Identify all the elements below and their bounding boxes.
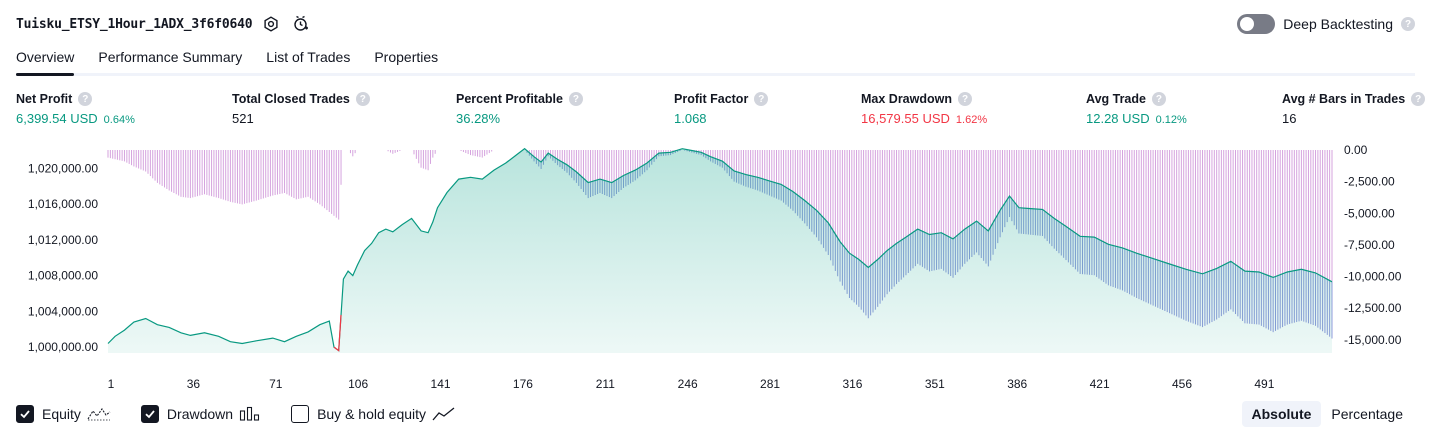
info-icon[interactable]: ? — [1151, 92, 1166, 106]
info-icon[interactable]: ? — [355, 92, 370, 106]
left-axis-tick-label: 1,012,000.00 — [28, 233, 98, 247]
info-icon[interactable]: ? — [754, 92, 769, 106]
legend-equity-label: Equity — [42, 406, 81, 422]
equity-checkbox[interactable] — [16, 405, 34, 423]
check-icon — [145, 410, 155, 419]
stat-percent: 0.12% — [1155, 114, 1187, 126]
left-axis-tick-label: 1,004,000.00 — [28, 304, 98, 318]
stat-label: Max Drawdown — [861, 92, 952, 106]
stat-total-closed-trades: Total Closed Trades? 521 — [232, 92, 370, 126]
right-axis-tick-label: -2,500.00 — [1344, 175, 1395, 189]
source-code-icon[interactable] — [290, 13, 312, 35]
info-icon[interactable]: ? — [78, 92, 93, 106]
right-axis-tick-label: -15,000.00 — [1344, 333, 1402, 347]
deep-backtesting-control: Deep Backtesting ? — [1237, 12, 1415, 36]
legend-drawdown[interactable]: Drawdown — [140, 405, 261, 423]
stat-label: Avg # Bars in Trades — [1282, 92, 1406, 106]
right-axis-tick-label: -12,500.00 — [1344, 301, 1402, 315]
equity-line — [107, 147, 1333, 352]
stat-avg-bars-in-trades: Avg # Bars in Trades? 16 — [1282, 92, 1426, 126]
x-axis-tick-label: 386 — [1007, 377, 1027, 391]
value-mode-switch: Absolute Percentage — [1241, 401, 1414, 427]
stat-value: 16 — [1282, 111, 1297, 126]
strategy-title: Tuisku_ETSY_1Hour_1ADX_3f6f0640 — [16, 16, 253, 32]
stat-profit-factor: Profit Factor? 1.068 — [674, 92, 769, 126]
right-axis-tick-label: -10,000.00 — [1344, 270, 1402, 284]
stat-value: 521 — [232, 111, 254, 126]
left-axis-tick-label: 1,008,000.00 — [28, 269, 98, 283]
deep-backtesting-toggle[interactable] — [1237, 14, 1276, 34]
chart-legend: Equity Drawdown Buy & hold equity — [16, 403, 486, 425]
stat-net-profit: Net Profit? 6,399.54 USD 0.64% — [16, 92, 135, 126]
x-axis-tick-label: 281 — [760, 377, 780, 391]
stats-row: Net Profit? 6,399.54 USD 0.64% Total Clos… — [16, 92, 1426, 132]
stat-percent-profitable: Percent Profitable? 36.28% — [456, 92, 583, 126]
stat-label: Net Profit — [16, 92, 73, 106]
x-axis-tick-label: 176 — [513, 377, 533, 391]
drawdown-checkbox[interactable] — [140, 405, 159, 423]
x-axis-tick-label: 106 — [348, 377, 368, 391]
stat-label: Percent Profitable — [456, 92, 563, 106]
equity-line-icon — [87, 406, 111, 422]
x-axis-tick-label: 36 — [187, 377, 201, 391]
stat-value: 16,579.55 USD — [861, 111, 950, 126]
tab-list-of-trades[interactable]: List of Trades — [266, 49, 351, 65]
report-tabs: Overview Performance Summary List of Tra… — [16, 44, 1415, 76]
settings-icon[interactable] — [260, 13, 282, 35]
tab-overview[interactable]: Overview — [16, 44, 75, 76]
x-axis-tick-label: 456 — [1172, 377, 1192, 391]
x-axis-tick-label: 211 — [596, 377, 615, 391]
right-axis-tick-label: -5,000.00 — [1344, 206, 1395, 220]
stat-value: 12.28 USD — [1086, 111, 1150, 126]
legend-drawdown-label: Drawdown — [166, 406, 234, 422]
percentage-button[interactable]: Percentage — [1331, 406, 1403, 422]
info-icon[interactable]: ? — [1411, 92, 1426, 106]
stat-label: Total Closed Trades — [232, 92, 350, 106]
x-axis-tick-label: 316 — [842, 377, 862, 391]
x-axis-tick-label: 1 — [108, 377, 115, 391]
trend-line-icon — [432, 406, 456, 422]
equity-area — [108, 148, 1332, 353]
buy-hold-checkbox[interactable] — [291, 405, 310, 423]
stat-percent: 1.62% — [955, 114, 988, 126]
x-axis-tick-label: 491 — [1254, 377, 1274, 391]
left-axis: 1,020,000.00 1,016,000.00 1,012,000.00 1,00… — [28, 161, 98, 354]
stat-avg-trade: Avg Trade? 12.28 USD 0.12% — [1086, 92, 1187, 126]
x-axis-tick-label: 141 — [431, 377, 451, 391]
right-axis: 0.00 -2,500.00 -5,000.00 -7,500.00 -10,000.0… — [1344, 143, 1402, 347]
bar-chart-icon — [239, 406, 261, 422]
absolute-button[interactable]: Absolute — [1241, 401, 1322, 427]
info-icon[interactable]: ? — [958, 92, 972, 106]
stat-max-drawdown: Max Drawdown? 16,579.55 USD 1.62% — [861, 92, 987, 126]
x-axis-tick-label: 71 — [269, 377, 283, 391]
stat-label: Profit Factor — [674, 92, 749, 106]
deep-backtesting-label: Deep Backtesting — [1283, 16, 1393, 32]
left-axis-tick-label: 1,020,000.00 — [28, 161, 98, 175]
check-icon — [20, 410, 30, 419]
tab-performance-summary[interactable]: Performance Summary — [98, 49, 243, 65]
left-axis-tick-label: 1,016,000.00 — [28, 197, 98, 211]
left-axis-tick-label: 1,000,000.00 — [28, 340, 98, 354]
equity-drawdown-chart[interactable]: 1,020,000.00 1,016,000.00 1,012,000.00 1,00… — [0, 138, 1431, 396]
right-axis-tick-label: -7,500.00 — [1344, 238, 1395, 252]
equity-line-negative — [333, 314, 342, 352]
stat-value: 1.068 — [674, 111, 707, 126]
legend-buy-hold[interactable]: Buy & hold equity — [291, 405, 456, 423]
tab-properties[interactable]: Properties — [374, 49, 439, 65]
toggle-knob — [1240, 17, 1255, 31]
stat-label: Avg Trade — [1086, 92, 1146, 106]
legend-equity[interactable]: Equity — [16, 405, 111, 423]
help-icon[interactable]: ? — [1401, 17, 1415, 31]
info-icon[interactable]: ? — [568, 92, 583, 106]
x-axis-tick-label: 246 — [678, 377, 698, 391]
stat-value: 36.28% — [456, 111, 501, 126]
x-axis-tick-label: 421 — [1090, 377, 1110, 391]
right-axis-tick-label: 0.00 — [1344, 143, 1368, 157]
stat-percent: 0.64% — [103, 114, 135, 126]
legend-buy-hold-label: Buy & hold equity — [317, 406, 427, 422]
strategy-header: Tuisku_ETSY_1Hour_1ADX_3f6f0640 — [16, 12, 312, 36]
x-axis: 1 36 71 106 141 176 211 246 281 316 351 386 421 456 49… — [108, 377, 1275, 391]
stat-value: 6,399.54 USD — [16, 111, 98, 126]
x-axis-tick-label: 351 — [925, 377, 945, 391]
